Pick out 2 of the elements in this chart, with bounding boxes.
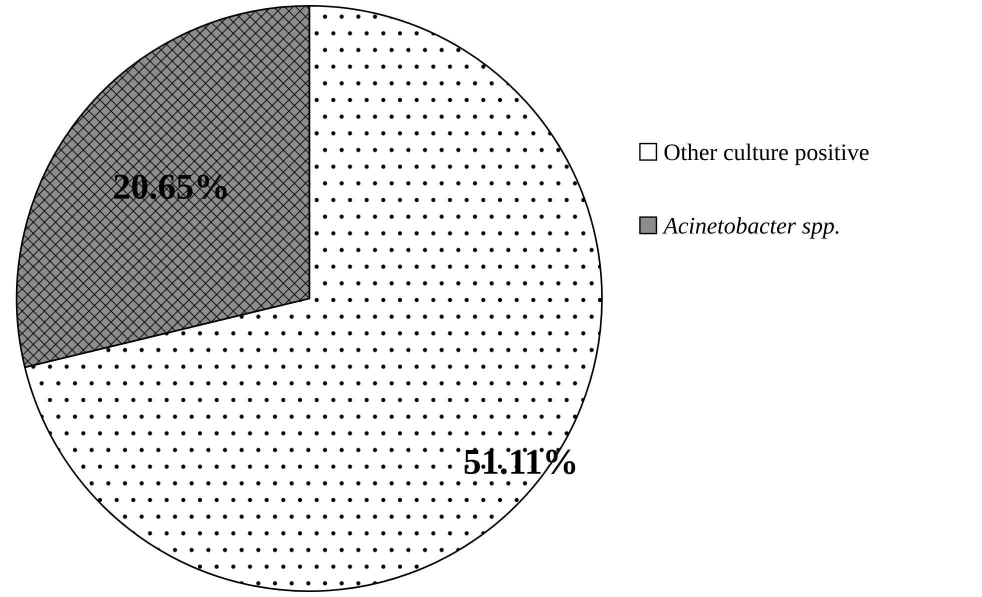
- legend-label: Other culture positive: [664, 144, 869, 166]
- legend-label: Acinetobacter spp.: [662, 217, 838, 239]
